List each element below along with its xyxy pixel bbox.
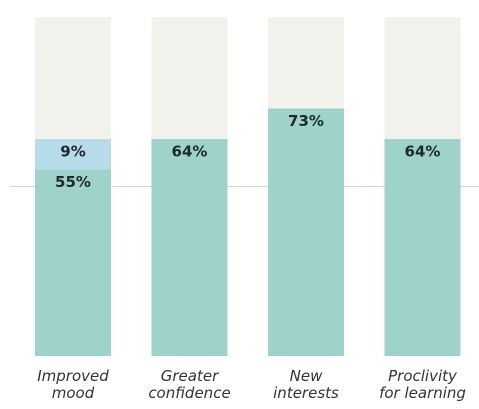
value-label: 73% — [288, 112, 324, 130]
x-tick-label: New interests — [273, 367, 339, 402]
bar-segment — [151, 139, 228, 356]
bar-segment — [268, 108, 344, 356]
x-tick-label: Proclivity for learning — [379, 367, 466, 402]
value-label: 55% — [55, 173, 91, 191]
value-label: 64% — [172, 143, 208, 161]
bar-segment — [384, 139, 461, 356]
x-tick-label: Improved mood — [37, 367, 109, 402]
x-tick-label: Greater confidence — [148, 367, 230, 402]
value-label: 64% — [405, 143, 441, 161]
value-label: 9% — [60, 143, 85, 161]
bar-segment — [35, 169, 111, 356]
bar-segment — [35, 139, 111, 170]
